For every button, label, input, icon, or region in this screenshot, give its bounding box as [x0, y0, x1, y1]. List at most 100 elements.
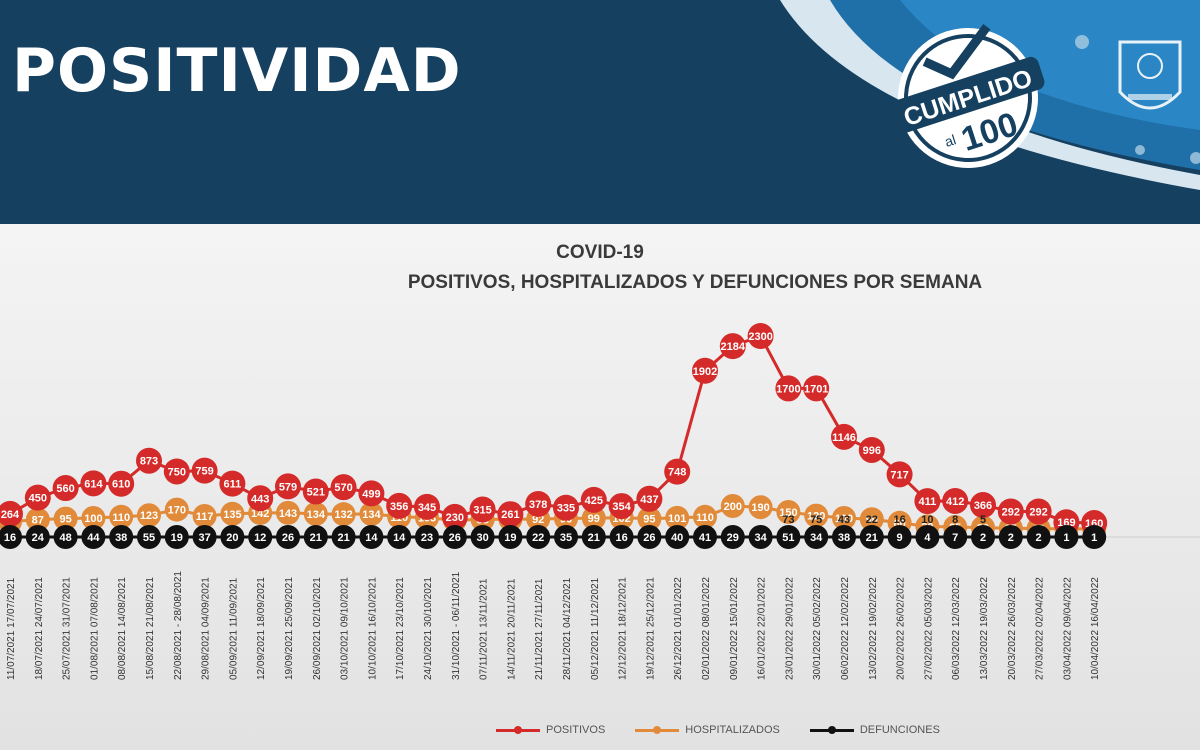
- legend-swatch: [635, 725, 680, 734]
- positivos-point: [52, 475, 79, 502]
- positivos-point: [775, 375, 802, 402]
- positivos-point: [970, 492, 996, 519]
- defunciones-data-label: 24: [32, 532, 45, 544]
- chart-subtitle: POSITIVOS, HOSPITALIZADOS Y DEFUNCIONES …: [407, 272, 983, 293]
- defunciones-data-label: 2: [1036, 532, 1042, 544]
- defunciones-data-label: 19: [171, 532, 183, 544]
- x-tick-label: 12/09/2021 18/09/2021: [256, 577, 267, 680]
- x-tick-label: 20/02/2022 26/02/2022: [896, 577, 907, 680]
- defunciones-point: [554, 525, 578, 549]
- positivos-data-label: 450: [29, 493, 47, 505]
- positivos-point: [664, 458, 691, 485]
- chart-background: [0, 224, 1200, 750]
- x-tick-label: 27/02/2022 05/03/2022: [923, 577, 934, 680]
- defunciones-data-label: 37: [198, 532, 210, 544]
- defunciones-point: [581, 525, 606, 549]
- defunciones-data-label: 26: [282, 532, 294, 544]
- defunciones-point: [387, 525, 412, 549]
- defunciones-point: [943, 525, 968, 549]
- x-tick-label: 01/08/2021 07/08/2021: [89, 577, 100, 680]
- positivos-data-label: 1701: [804, 383, 828, 395]
- x-tick-label: 10/10/2021 16/10/2021: [367, 577, 378, 680]
- defunciones-point: [1026, 525, 1051, 549]
- positivos-data-label: 717: [890, 469, 908, 481]
- hospitalizados-point: [693, 504, 717, 529]
- defunciones-data-label: 2: [1008, 532, 1014, 544]
- x-tick-label: 06/02/2022 12/02/2022: [840, 577, 851, 680]
- positivos-data-label: 499: [362, 488, 380, 500]
- positivos-data-label: 560: [56, 483, 74, 495]
- positivos-point: [358, 480, 385, 507]
- defunciones-data-label: 21: [866, 532, 878, 544]
- hospitalizados-point: [137, 503, 161, 528]
- x-tick-label: 20/03/2022 26/03/2022: [1007, 577, 1018, 680]
- defunciones-point: [804, 525, 829, 549]
- header-decoration: CUMPLIDO al 100: [780, 0, 1200, 190]
- positivos-point: [692, 357, 718, 384]
- x-tick-label: 12/12/2021 18/12/2021: [618, 577, 629, 680]
- defunciones-data-label: 20: [226, 532, 238, 544]
- defunciones-top-label: 75: [810, 514, 822, 526]
- legend-item-hospitalizados: HOSPITALIZADOS: [635, 724, 780, 736]
- hospitalizados-data-label: 132: [334, 509, 352, 521]
- defunciones-data-label: 34: [810, 532, 823, 544]
- x-tick-label: 09/01/2022 15/01/2022: [729, 577, 740, 680]
- defunciones-point: [81, 525, 106, 549]
- legend-item-defunciones: DEFUNCIONES: [809, 724, 940, 736]
- defunciones-data-label: 55: [143, 532, 155, 544]
- defunciones-point: [720, 525, 745, 549]
- hospitalizados-data-label: 150: [779, 507, 797, 519]
- positivos-point: [747, 323, 774, 349]
- defunciones-point: [276, 525, 300, 549]
- positivos-point: [553, 494, 579, 521]
- x-tick-label: 19/09/2021 25/09/2021: [284, 577, 295, 680]
- x-tick-label: 06/03/2022 12/03/2022: [951, 577, 962, 680]
- hospitalizados-data-label: 100: [84, 513, 102, 525]
- defunciones-data-label: 16: [615, 532, 627, 544]
- positivos-point: [469, 496, 496, 523]
- hospitalizados-point: [164, 497, 189, 522]
- hospitalizados-data-label: 135: [223, 509, 241, 521]
- hospitalizados-point: [359, 501, 384, 526]
- x-tick-label: 07/11/2021 13/11/2021: [479, 578, 490, 680]
- defunciones-data-label: 48: [59, 532, 71, 544]
- legend-label: DEFUNCIONES: [859, 724, 940, 736]
- x-tick-label: 03/04/2022 09/04/2022: [1062, 577, 1073, 680]
- hospitalizados-data-label: 143: [279, 508, 297, 520]
- defunciones-point: [887, 525, 912, 549]
- defunciones-top-label: 5: [980, 514, 986, 526]
- positivos-data-label: 579: [279, 481, 297, 493]
- hospitalizados-point: [109, 504, 134, 529]
- x-tick-label: 27/03/2022 02/04/2022: [1035, 577, 1046, 680]
- defunciones-point: [442, 525, 467, 549]
- defunciones-data-label: 4: [924, 532, 931, 544]
- hospitalizados-data-label: 110: [112, 512, 130, 524]
- positivos-point: [719, 333, 746, 360]
- positivos-point: [330, 474, 357, 501]
- hospitalizados-data-label: 90: [866, 514, 878, 526]
- x-tick-label: 19/12/2021 25/12/2021: [645, 577, 656, 680]
- x-tick-label: 11/07/2021 17/07/2021: [6, 577, 17, 680]
- hospitalizados-data-label: 123: [140, 510, 158, 522]
- hospitalizados-point: [303, 501, 328, 526]
- defunciones-point: [609, 525, 634, 549]
- defunciones-point: [859, 525, 884, 549]
- x-tick-label: 28/11/2021 04/12/2021: [562, 577, 573, 680]
- positivos-data-label: 873: [140, 456, 158, 468]
- defunciones-data-label: 30: [476, 532, 488, 544]
- hospitalizados-point: [665, 505, 690, 530]
- page-title: POSITIVIDAD: [12, 36, 462, 106]
- defunciones-point: [1082, 525, 1107, 549]
- hospitalizados-point: [748, 495, 773, 520]
- positivos-data-label: 1902: [693, 366, 717, 378]
- defunciones-data-label: 19: [504, 532, 516, 544]
- hospitalizados-data-label: 100: [835, 513, 853, 525]
- defunciones-point: [137, 525, 161, 549]
- hospitalizados-point: [53, 506, 78, 531]
- positivos-data-label: 996: [863, 445, 881, 457]
- legend-label: POSITIVOS: [546, 724, 606, 736]
- x-tick-label: 05/12/2021 11/12/2021: [590, 577, 601, 680]
- defunciones-point: [748, 525, 773, 549]
- hospitalizados-point: [276, 500, 300, 525]
